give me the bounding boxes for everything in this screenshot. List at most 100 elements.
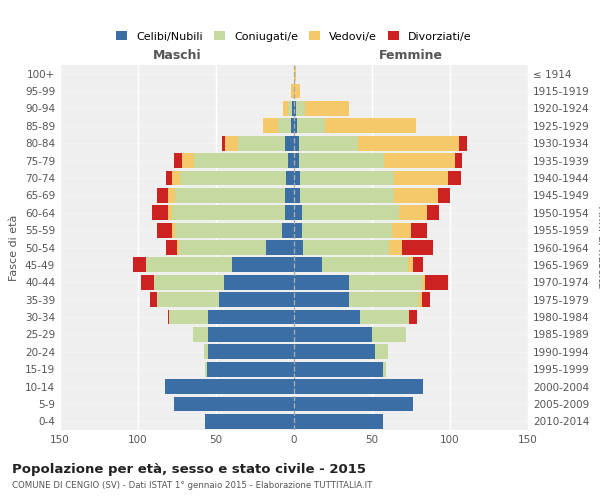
Bar <box>294 362 383 376</box>
Bar <box>437 188 450 202</box>
Bar <box>175 222 281 238</box>
Bar <box>294 396 413 411</box>
Bar <box>193 327 208 342</box>
Bar <box>174 153 182 168</box>
Bar <box>455 153 463 168</box>
Bar <box>222 136 226 150</box>
Bar <box>166 240 177 255</box>
Bar <box>389 240 401 255</box>
Bar <box>284 136 294 150</box>
Bar <box>294 66 296 81</box>
Bar <box>174 396 294 411</box>
Bar <box>167 188 175 202</box>
Bar <box>419 292 422 307</box>
Bar <box>284 206 294 220</box>
Bar <box>205 362 206 376</box>
Bar <box>292 101 294 116</box>
Bar <box>325 118 416 133</box>
Bar <box>294 240 304 255</box>
Bar <box>172 170 180 186</box>
Bar <box>219 292 294 307</box>
Bar <box>294 101 296 116</box>
Bar <box>297 118 325 133</box>
Bar <box>179 240 266 255</box>
Text: COMUNE DI CENGIO (SV) - Dati ISTAT 1° gennaio 2015 - Elaborazione TUTTITALIA.IT: COMUNE DI CENGIO (SV) - Dati ISTAT 1° ge… <box>12 481 373 490</box>
Bar <box>288 153 294 168</box>
Bar <box>409 310 417 324</box>
Bar <box>172 206 284 220</box>
Bar <box>232 258 294 272</box>
Bar <box>413 258 424 272</box>
Bar <box>427 206 439 220</box>
Y-axis label: Fasce di età: Fasce di età <box>10 214 19 280</box>
Bar <box>349 292 419 307</box>
Bar <box>299 136 358 150</box>
Bar <box>411 222 427 238</box>
Bar <box>305 101 349 116</box>
Bar <box>281 222 294 238</box>
Bar <box>151 292 157 307</box>
Bar <box>157 292 219 307</box>
Bar <box>294 292 349 307</box>
Bar <box>205 414 294 428</box>
Text: Femmine: Femmine <box>379 48 443 62</box>
Bar <box>266 240 294 255</box>
Bar <box>208 327 294 342</box>
Bar <box>288 101 292 116</box>
Bar <box>284 188 294 202</box>
Bar <box>294 414 383 428</box>
Bar <box>263 118 278 133</box>
Bar <box>294 118 297 133</box>
Bar <box>175 188 284 202</box>
Bar <box>304 240 389 255</box>
Bar <box>194 153 288 168</box>
Bar <box>166 170 172 186</box>
Bar <box>300 188 394 202</box>
Bar <box>154 275 224 289</box>
Bar <box>157 222 172 238</box>
Y-axis label: Anni di nascita: Anni di nascita <box>596 206 600 289</box>
Bar <box>291 84 294 98</box>
Bar <box>422 292 430 307</box>
Bar <box>294 327 372 342</box>
Bar <box>302 222 392 238</box>
Bar <box>300 170 394 186</box>
Bar <box>152 206 167 220</box>
Bar <box>294 136 299 150</box>
Bar <box>167 206 172 220</box>
Bar <box>157 188 167 202</box>
Bar <box>182 153 194 168</box>
Bar <box>238 136 284 150</box>
Bar <box>283 101 288 116</box>
Bar <box>146 258 232 272</box>
Bar <box>385 153 455 168</box>
Bar <box>394 188 437 202</box>
Text: Maschi: Maschi <box>152 48 202 62</box>
Bar <box>172 222 175 238</box>
Bar <box>383 362 386 376</box>
Bar <box>208 344 294 359</box>
Bar <box>294 379 424 394</box>
Bar <box>294 344 375 359</box>
Bar <box>299 153 385 168</box>
Bar <box>294 84 300 98</box>
Bar <box>322 258 408 272</box>
Bar <box>296 101 305 116</box>
Bar <box>141 275 154 289</box>
Bar <box>208 310 294 324</box>
Bar <box>302 206 398 220</box>
Bar <box>448 170 461 186</box>
Bar <box>425 275 448 289</box>
Bar <box>203 344 208 359</box>
Bar <box>167 310 169 324</box>
Bar <box>359 310 409 324</box>
Bar <box>372 327 406 342</box>
Bar <box>460 136 467 150</box>
Bar <box>177 240 179 255</box>
Bar <box>394 170 448 186</box>
Bar <box>408 258 413 272</box>
Bar <box>180 170 286 186</box>
Bar <box>224 275 294 289</box>
Bar <box>294 275 349 289</box>
Bar <box>226 136 238 150</box>
